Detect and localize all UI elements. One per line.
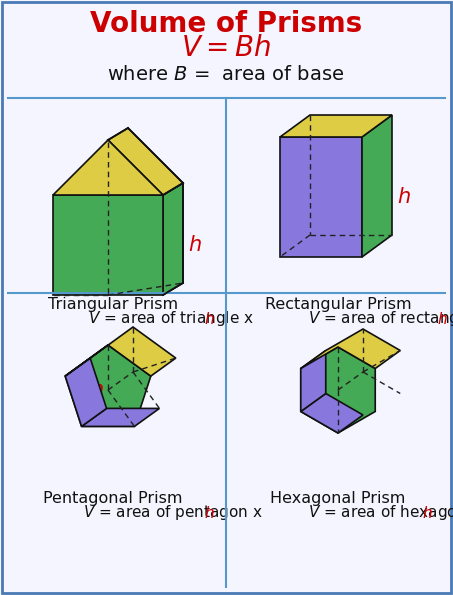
Text: where $B$ =  area of base: where $B$ = area of base: [107, 65, 345, 84]
Text: Rectangular Prism: Rectangular Prism: [265, 296, 411, 312]
Text: $h$: $h$: [204, 311, 215, 327]
Text: $\mathit{V = Bh}$: $\mathit{V = Bh}$: [181, 34, 271, 62]
Polygon shape: [65, 345, 151, 427]
Text: $V$ = area of pentagon x: $V$ = area of pentagon x: [83, 503, 263, 522]
Text: $h$: $h$: [188, 235, 202, 255]
Polygon shape: [53, 195, 163, 295]
Polygon shape: [301, 329, 400, 368]
Polygon shape: [65, 327, 176, 376]
Polygon shape: [301, 347, 375, 433]
Polygon shape: [362, 115, 392, 257]
Text: $h$: $h$: [422, 505, 433, 521]
Text: Pentagonal Prism: Pentagonal Prism: [43, 490, 183, 506]
Polygon shape: [301, 393, 363, 433]
Text: $h$: $h$: [437, 311, 448, 327]
Text: $V$ = area of hexagon x: $V$ = area of hexagon x: [308, 503, 453, 522]
Text: $V$ = area of rectangle x: $V$ = area of rectangle x: [308, 309, 453, 328]
Text: Volume of Prisms: Volume of Prisms: [90, 10, 362, 38]
Polygon shape: [163, 183, 183, 295]
Polygon shape: [280, 115, 392, 137]
Text: $h$: $h$: [204, 505, 215, 521]
Text: Triangular Prism: Triangular Prism: [48, 296, 178, 312]
Text: $V$ = area of triangle x: $V$ = area of triangle x: [88, 309, 254, 328]
Polygon shape: [53, 140, 163, 195]
Polygon shape: [82, 408, 159, 427]
Polygon shape: [108, 128, 183, 195]
Polygon shape: [280, 137, 362, 257]
Text: $h$: $h$: [90, 380, 103, 400]
Polygon shape: [65, 358, 106, 427]
Text: $h$: $h$: [309, 380, 323, 400]
Polygon shape: [301, 350, 326, 412]
Text: $h$: $h$: [397, 187, 411, 207]
Text: Hexagonal Prism: Hexagonal Prism: [270, 490, 406, 506]
